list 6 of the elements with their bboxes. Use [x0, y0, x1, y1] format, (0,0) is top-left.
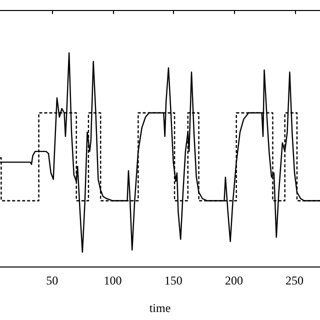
x-tick-label: 200: [224, 274, 243, 288]
x-tick-label: 100: [104, 274, 122, 288]
x-tick-label: 250: [286, 274, 304, 288]
x-axis-title: time: [149, 300, 171, 315]
x-tick-label: 150: [164, 274, 182, 288]
x-tick-label: 50: [46, 274, 58, 288]
